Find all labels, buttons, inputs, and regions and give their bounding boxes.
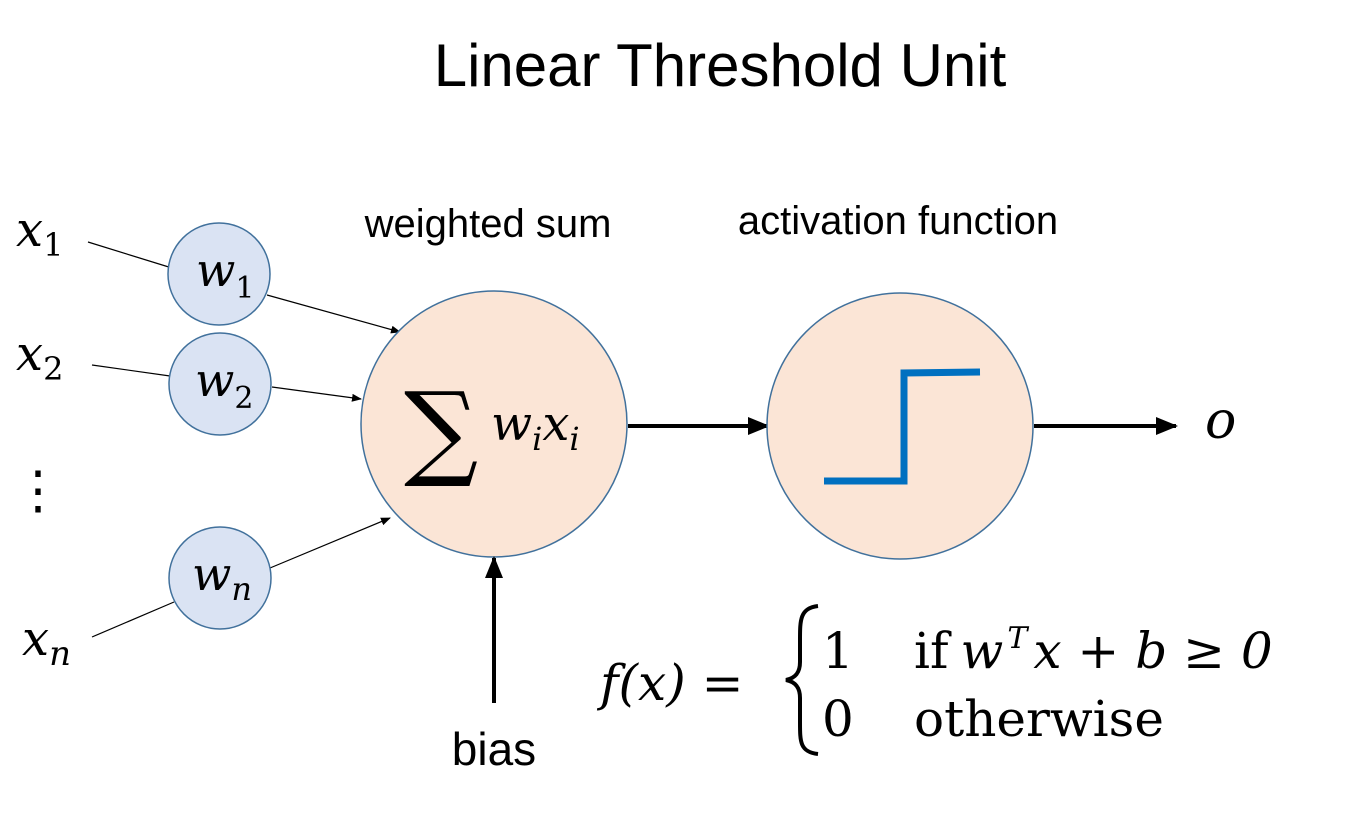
weight-node-n: wn (168, 526, 272, 630)
weight-node-2: w2 (168, 332, 272, 436)
input-label-xn: xn (22, 611, 71, 674)
formula-lhs: f(x) = (596, 654, 744, 712)
vertical-ellipsis: ⋮ (12, 461, 64, 521)
activation-node (766, 292, 1034, 560)
activation-circle (766, 292, 1034, 560)
formula-case2-value: 0 (822, 690, 854, 748)
summation-node: ∑ wixi (360, 290, 628, 558)
weight-label-wn: wn (192, 547, 252, 608)
bias-label: bias (452, 723, 536, 775)
weight-label-w1: w1 (196, 243, 254, 306)
weight-arrow-n (269, 517, 391, 569)
summation-symbol: ∑ (404, 369, 478, 491)
weight-label-w2: w2 (195, 353, 253, 416)
formula-case2-condition: otherwise (914, 690, 1164, 748)
weight-arrow-2 (271, 386, 362, 402)
input-label-x2: x2 (16, 326, 63, 388)
weight-circle-1 (167, 222, 271, 326)
input-line-x2 (91, 364, 171, 377)
step-function-icon (824, 368, 981, 485)
output-label: o (1205, 391, 1236, 451)
weight-circle-n (168, 526, 272, 630)
weight-circle-2 (168, 332, 272, 436)
diagram-title: Linear Threshold Unit (434, 32, 1007, 99)
formula-brace (785, 604, 819, 756)
formula-case1-value: 1 (822, 622, 854, 680)
input-label-x1: x1 (16, 202, 63, 264)
summation-expression: wixi (491, 396, 580, 458)
weight-arrow-1 (266, 294, 401, 334)
weighted-sum-label: weighted sum (364, 202, 612, 246)
activation-function-label: activation function (738, 199, 1058, 243)
input-line-x1 (87, 241, 173, 269)
weight-node-1: w1 (167, 222, 271, 326)
input-line-xn (91, 601, 175, 638)
